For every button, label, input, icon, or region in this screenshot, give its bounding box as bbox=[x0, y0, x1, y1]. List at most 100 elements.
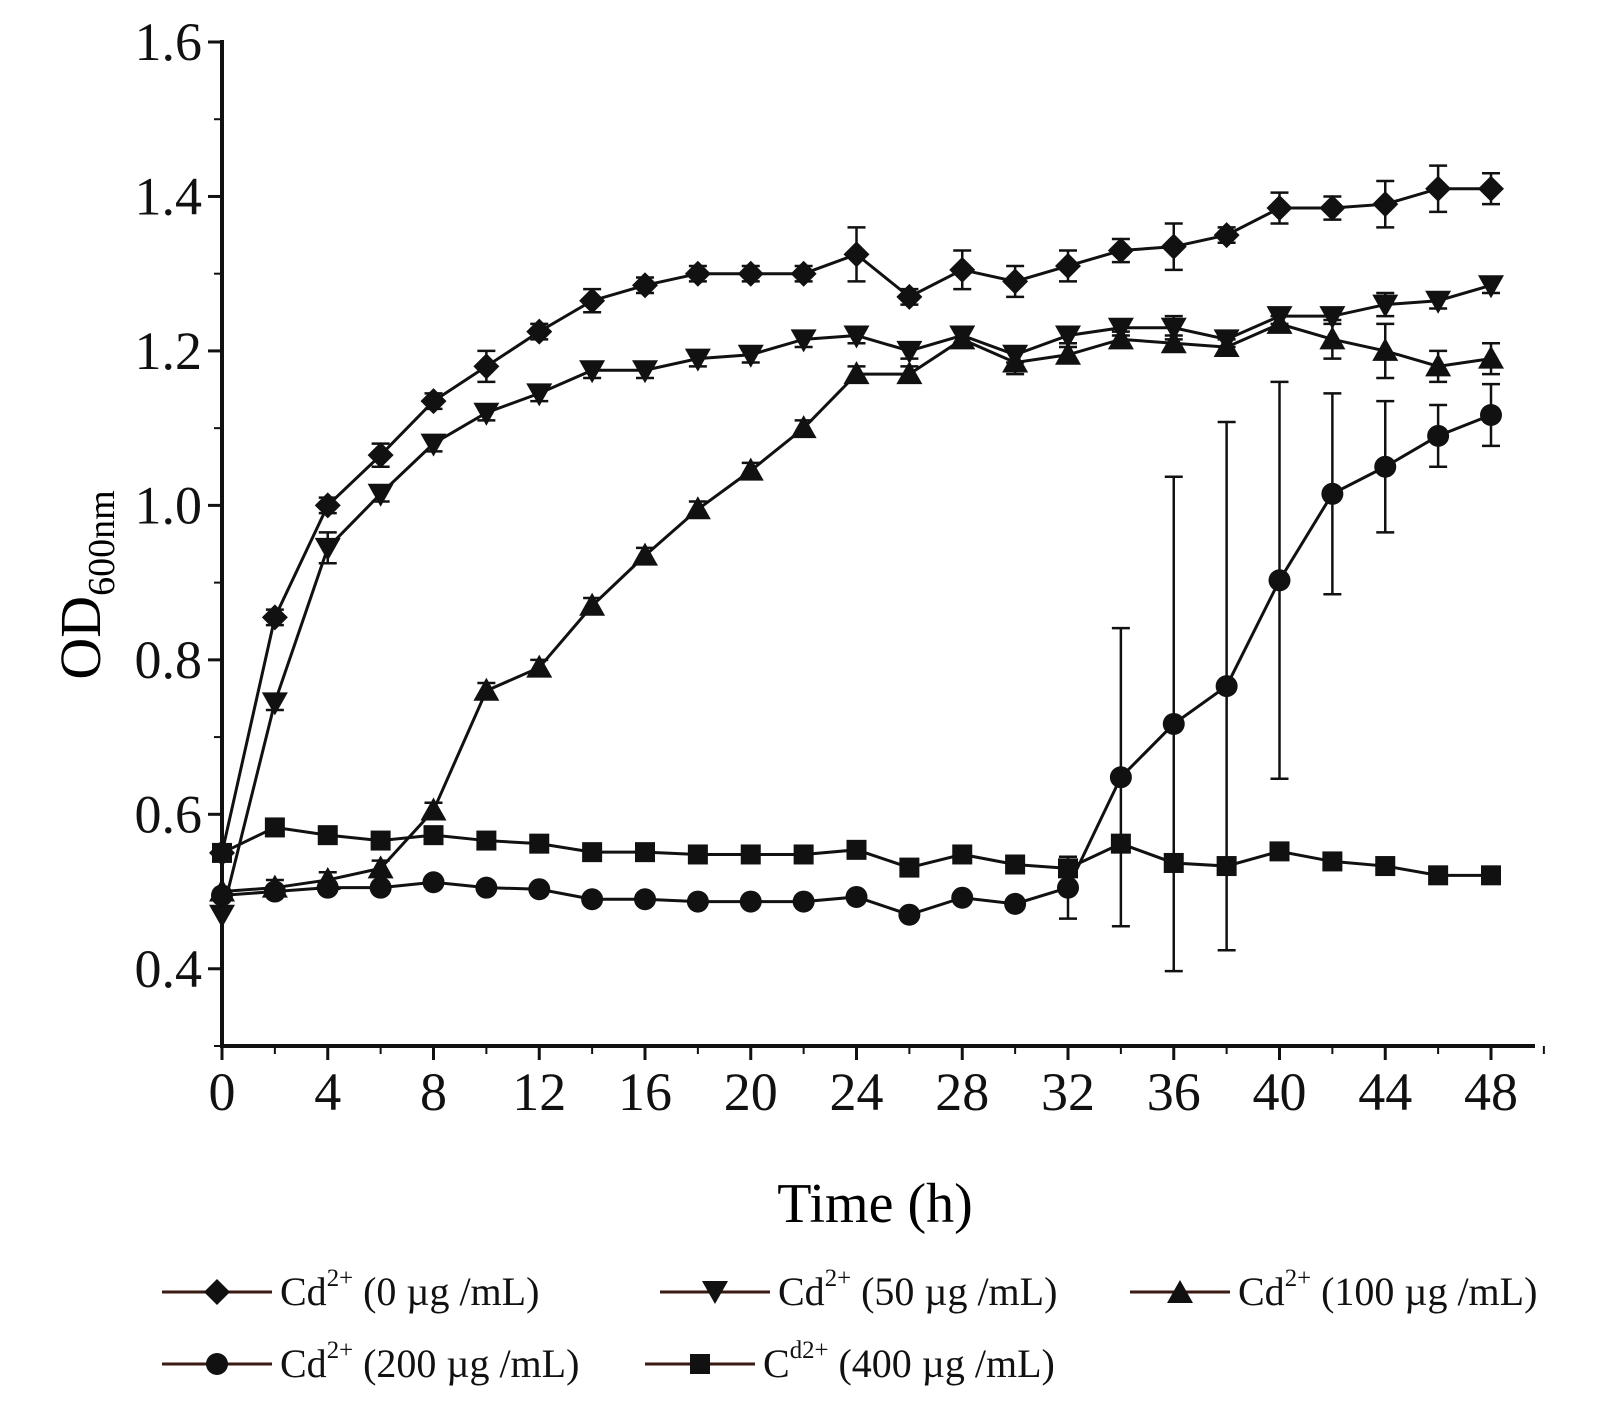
marker-square bbox=[1216, 856, 1237, 877]
marker-triangle-up bbox=[896, 361, 923, 385]
marker-circle bbox=[792, 890, 815, 913]
marker-diamond bbox=[1266, 195, 1293, 222]
marker-triangle-down bbox=[1425, 290, 1452, 314]
marker-triangle-up bbox=[579, 592, 606, 616]
marker-square bbox=[952, 844, 973, 865]
marker-triangle-down bbox=[473, 402, 500, 426]
x-tick-label: 40 bbox=[1253, 1062, 1307, 1122]
y-tick-label: 0.8 bbox=[135, 630, 203, 690]
marker-diamond bbox=[1107, 237, 1134, 264]
y-tick-label: 1.2 bbox=[135, 321, 203, 381]
y-tick-label: 0.4 bbox=[135, 939, 203, 999]
y-tick-label: 1.0 bbox=[135, 475, 203, 535]
x-tick-label: 24 bbox=[830, 1062, 884, 1122]
marker-triangle-down bbox=[843, 325, 870, 349]
series-line bbox=[221, 413, 1492, 917]
marker-square bbox=[1322, 851, 1343, 872]
marker-circle bbox=[1427, 424, 1450, 447]
marker-square bbox=[476, 830, 497, 851]
marker-triangle-down bbox=[632, 360, 658, 384]
marker-circle bbox=[1215, 675, 1238, 698]
marker-diamond bbox=[949, 256, 976, 283]
marker-triangle-down bbox=[209, 904, 235, 928]
marker-circle bbox=[211, 884, 233, 907]
marker-triangle-down bbox=[737, 344, 764, 368]
series-line bbox=[220, 187, 1491, 854]
marker-circle bbox=[1268, 569, 1291, 592]
marker-square bbox=[1005, 854, 1026, 875]
marker-square bbox=[1163, 852, 1184, 873]
marker-circle bbox=[422, 871, 445, 894]
x-tick-label: 48 bbox=[1464, 1062, 1518, 1122]
marker-diamond bbox=[1425, 175, 1452, 202]
marker-diamond bbox=[1372, 191, 1399, 218]
x-tick-label: 28 bbox=[935, 1062, 989, 1122]
marker-square bbox=[1058, 858, 1078, 879]
marker-circle bbox=[1004, 892, 1027, 915]
y-axis-label-sub: 600nm bbox=[81, 490, 123, 596]
x-tick-label: 44 bbox=[1358, 1062, 1412, 1122]
marker-triangle-down bbox=[367, 483, 394, 507]
series-0 bbox=[209, 164, 1504, 866]
marker-diamond bbox=[314, 492, 341, 519]
marker-square bbox=[1110, 833, 1131, 854]
marker-circle bbox=[686, 890, 709, 913]
marker-square bbox=[740, 844, 761, 865]
marker-triangle-down bbox=[684, 348, 711, 372]
marker-circle bbox=[528, 878, 551, 901]
marker-diamond bbox=[843, 241, 870, 268]
y-tick-label: 0.6 bbox=[135, 784, 203, 844]
marker-triangle-up bbox=[737, 457, 764, 481]
marker-circle bbox=[1374, 455, 1397, 478]
x-tick-label: 16 bbox=[618, 1062, 672, 1122]
marker-triangle-up bbox=[632, 542, 658, 566]
marker-diamond bbox=[632, 272, 658, 299]
marker-triangle-down bbox=[1319, 306, 1346, 330]
axes: 0.40.60.81.01.21.41.60 4 8 12 16 20 24 28 32 36 40… bbox=[135, 12, 1545, 1122]
marker-triangle-up bbox=[1107, 326, 1134, 350]
marker-triangle-up bbox=[1055, 341, 1081, 365]
marker-triangle-up bbox=[526, 654, 553, 678]
marker-circle bbox=[739, 890, 762, 913]
x-tick-label: 32 bbox=[1041, 1062, 1095, 1122]
marker-triangle-up bbox=[684, 496, 711, 520]
x-tick-label: 8 bbox=[420, 1062, 447, 1122]
marker-triangle-up bbox=[420, 797, 447, 821]
marker-triangle-up bbox=[1372, 337, 1399, 361]
marker-diamond bbox=[420, 388, 447, 415]
marker-diamond bbox=[579, 287, 606, 314]
marker-diamond bbox=[473, 353, 500, 380]
y-axis-label-main: OD bbox=[48, 596, 113, 680]
marker-triangle-down bbox=[314, 537, 341, 561]
x-tick-label: 36 bbox=[1147, 1062, 1201, 1122]
x-tick-label: 12 bbox=[512, 1062, 566, 1122]
marker-circle bbox=[1109, 766, 1132, 789]
marker-diamond bbox=[790, 260, 817, 287]
marker-square bbox=[582, 842, 603, 863]
marker-circle bbox=[581, 888, 604, 911]
marker-triangle-down bbox=[1160, 317, 1187, 341]
series-2 bbox=[209, 310, 1504, 902]
marker-triangle-down bbox=[896, 340, 923, 364]
marker-triangle-down bbox=[1055, 325, 1081, 349]
x-tick-label: 0 bbox=[209, 1062, 236, 1122]
marker-diamond bbox=[1055, 252, 1081, 279]
y-tick-label: 1.4 bbox=[135, 166, 203, 226]
marker-circle bbox=[1480, 404, 1502, 427]
marker-triangle-down bbox=[790, 329, 817, 353]
marker-square bbox=[899, 857, 920, 878]
marker-diamond bbox=[526, 318, 553, 345]
marker-square bbox=[423, 825, 444, 846]
marker-triangle-up bbox=[1160, 330, 1187, 354]
marker-triangle-up bbox=[1002, 349, 1029, 373]
marker-triangle-up bbox=[949, 326, 976, 350]
marker-circle bbox=[898, 903, 921, 926]
marker-square bbox=[793, 844, 814, 865]
marker-square bbox=[687, 844, 708, 865]
marker-square bbox=[1269, 841, 1290, 862]
marker-circle bbox=[634, 888, 656, 911]
y-tick-label: 1.6 bbox=[135, 12, 203, 72]
series-line bbox=[221, 322, 1492, 894]
series-group bbox=[209, 164, 1504, 973]
